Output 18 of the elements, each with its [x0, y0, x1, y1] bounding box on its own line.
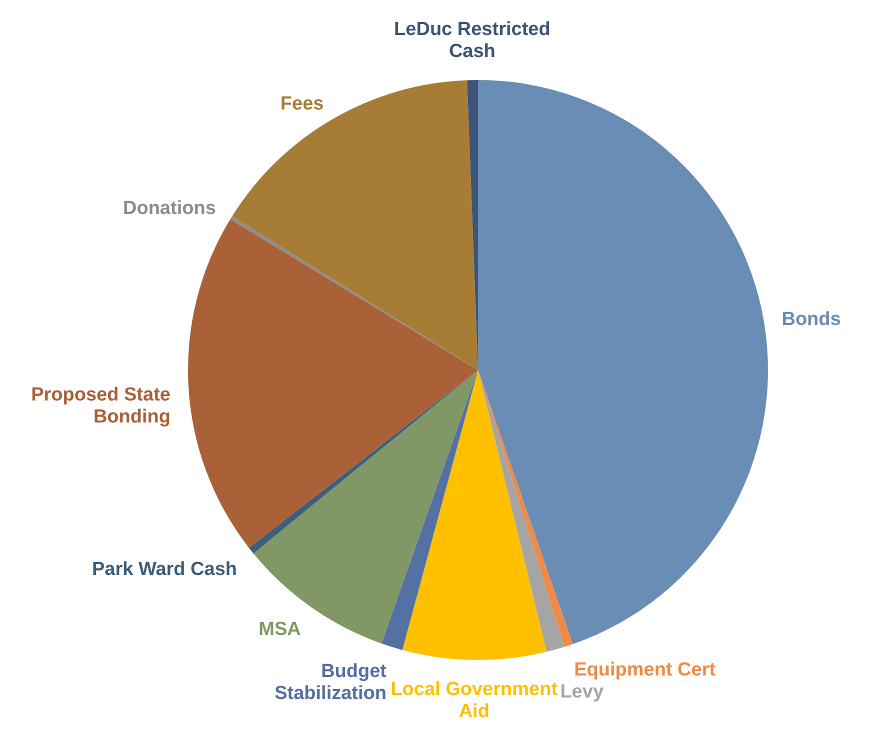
- slice-label: MSA: [258, 618, 302, 640]
- pie-slice: [402, 370, 547, 660]
- slice-label: LeDuc Restricted Cash: [394, 19, 550, 62]
- slice-label: Donations: [123, 198, 216, 220]
- slice-label: Park Ward Cash: [92, 558, 238, 580]
- pie-slice: [253, 370, 478, 644]
- pie-slice: [232, 80, 478, 370]
- slice-label: Bonds: [782, 308, 841, 330]
- slice-label: Local Government Aid: [390, 678, 558, 722]
- pie-slice: [381, 370, 478, 650]
- slice-label: Fees: [280, 93, 324, 114]
- slice-label: Levy: [560, 682, 604, 703]
- slice-label: Equipment Cert: [574, 660, 716, 681]
- pie-slice: [248, 370, 478, 554]
- pie-slice: [478, 80, 768, 644]
- pie-slice: [188, 219, 478, 548]
- slice-label: Budget Stabilization: [274, 661, 388, 704]
- slice-label: Proposed State Bonding: [31, 384, 170, 428]
